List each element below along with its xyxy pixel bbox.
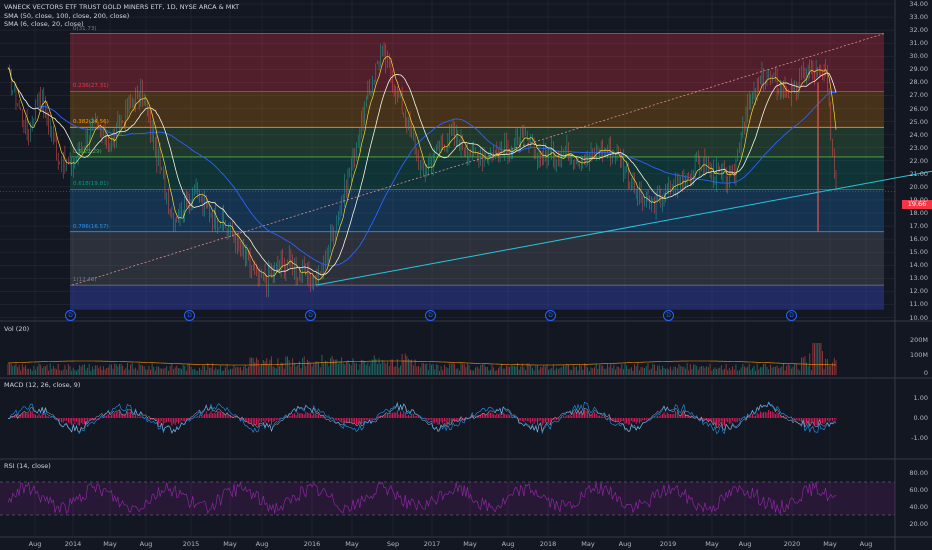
fib-zone	[70, 189, 884, 232]
sma-20-line	[7, 67, 837, 276]
time-tick-label: Aug	[859, 540, 873, 548]
fib-level-label: 0.786(16.57)	[73, 223, 109, 230]
rsi-tick-label: 40.00	[909, 503, 928, 511]
macd-tick-label: 0.00	[913, 414, 928, 422]
time-tick-label: May	[345, 540, 359, 548]
sma-6-line	[7, 56, 837, 281]
fib-level-label: 1(12.48)	[73, 277, 97, 284]
dividend-marker[interactable]: D	[305, 310, 316, 321]
sma-indicator-label[interactable]: SMA (50, close, 100, close, 200, close)	[4, 12, 130, 20]
price-tick-label: 19.00	[909, 195, 928, 204]
dividend-marker[interactable]: D	[786, 310, 797, 321]
time-tick-label: May	[223, 540, 237, 548]
time-tick-label: 2020	[783, 540, 801, 548]
fib-extension-zone	[70, 285, 884, 310]
price-tick-label: 13.00	[909, 274, 928, 283]
price-tick-label: 26.00	[909, 104, 928, 113]
time-tick-label: Aug	[28, 540, 42, 548]
time-tick-label: 2015	[182, 540, 200, 548]
volume-tick-label: 0	[923, 369, 928, 377]
price-tick-label: 28.00	[909, 78, 928, 87]
time-tick-label: Aug	[618, 540, 632, 548]
time-tick-label: May	[103, 540, 117, 548]
sma-short-indicator-label[interactable]: SMA (6, close, 20, close)	[4, 20, 84, 28]
price-tick-label: 21.00	[909, 169, 928, 178]
time-tick-label: May	[463, 540, 477, 548]
volume-ma-line	[7, 360, 836, 366]
time-tick-label: Aug	[738, 540, 752, 548]
signal-line	[7, 402, 837, 434]
fib-zone	[70, 33, 884, 92]
price-tick-label: 32.00	[909, 26, 928, 35]
price-tick-label: 11.00	[909, 300, 928, 309]
time-tick-label: 2017	[423, 540, 441, 548]
time-tick-label: 2014	[64, 540, 82, 548]
macd-histogram	[7, 409, 837, 426]
price-tick-label: 24.00	[909, 130, 928, 139]
time-tick-label: 2018	[539, 540, 557, 548]
last-price-tag: 19.66	[902, 200, 932, 209]
price-tick-label: 17.00	[909, 222, 928, 231]
rsi-line	[7, 481, 837, 515]
price-tick-label: 29.00	[909, 65, 928, 74]
fib-level-label: 0.382(24.56)	[73, 119, 109, 126]
price-tick-label: 34.00	[909, 0, 928, 8]
rsi-pane-label[interactable]: RSI (14, close)	[4, 462, 51, 470]
time-tick-label: May	[823, 540, 837, 548]
rsi-tick-label: 80.00	[909, 469, 928, 477]
volume-bars	[7, 343, 837, 375]
macd-tick-label: 1.00	[913, 394, 928, 402]
fib-level-label: 0(31.73)	[73, 25, 97, 32]
rsi-tick-label: 20.00	[909, 520, 928, 528]
rsi-tick-label: 60.00	[909, 486, 928, 494]
price-tick-label: 12.00	[909, 287, 928, 296]
price-tick-label: 33.00	[909, 13, 928, 22]
price-tick-label: 31.00	[909, 39, 928, 48]
volume-pane-label[interactable]: Vol (20)	[4, 325, 30, 333]
volume-tick-label: 100M	[909, 351, 928, 359]
macd-line	[7, 401, 837, 435]
time-tick-label: Aug	[139, 540, 153, 548]
dividend-marker[interactable]: D	[425, 310, 436, 321]
price-tick-label: 18.00	[909, 209, 928, 217]
price-tick-label: 23.00	[909, 143, 928, 152]
dividend-marker[interactable]: D	[184, 310, 195, 321]
price-tick-label: 10.00	[909, 313, 928, 322]
time-tick-label: May	[581, 540, 595, 548]
price-tick-label: 20.00	[909, 182, 928, 191]
rsi-band	[0, 482, 895, 515]
time-tick-label: May	[705, 540, 719, 548]
fib-level-label: 0.236(27.31)	[73, 83, 109, 90]
price-tick-label: 16.00	[909, 235, 928, 244]
fib-level-label: 0.618(19.81)	[73, 181, 109, 188]
dividend-marker[interactable]: D	[65, 310, 76, 321]
dividend-marker[interactable]: D	[663, 310, 674, 321]
fib-trendline	[71, 33, 885, 286]
price-tick-label: 14.00	[909, 261, 928, 270]
price-tick-label: 27.00	[909, 91, 928, 100]
time-tick-label: Sep	[386, 540, 400, 548]
dividend-marker[interactable]: D	[545, 310, 556, 321]
fib-zone	[70, 91, 884, 128]
fib-level-label: 0.5(22.29)	[73, 148, 102, 155]
time-tick-label: 2019	[659, 540, 677, 548]
macd-tick-label: -1.00	[911, 434, 928, 442]
symbol-title: VANECK VECTORS ETF TRUST GOLD MINERS ETF…	[4, 3, 240, 11]
price-tick-label: 22.00	[909, 156, 928, 165]
time-tick-label: 2016	[303, 540, 321, 548]
fib-zone	[70, 231, 884, 286]
price-tick-label: 25.00	[909, 117, 928, 126]
volume-tick-label: 200M	[909, 336, 928, 344]
price-tick-label: 15.00	[909, 248, 928, 257]
price-tick-label: 30.00	[909, 52, 928, 61]
time-tick-label: Aug	[255, 540, 269, 548]
macd-pane-label[interactable]: MACD (12, 26, close, 9)	[4, 381, 81, 389]
support-trendline	[315, 170, 932, 286]
time-tick-label: Aug	[501, 540, 515, 548]
